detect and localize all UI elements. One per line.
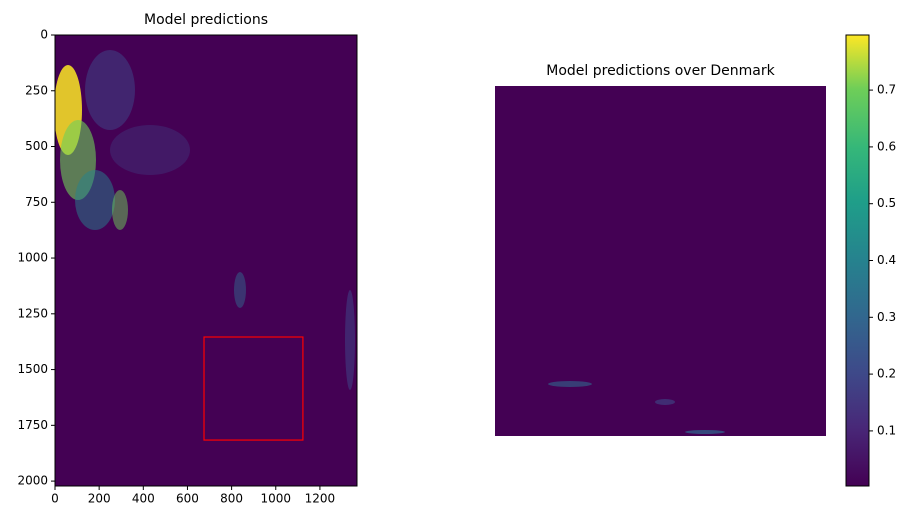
x-tick-label: 800 <box>220 492 243 506</box>
x-tick-label: 600 <box>176 492 199 506</box>
colorbar-tick-label: 0.3 <box>877 310 896 324</box>
y-tick-label: 500 <box>25 139 48 153</box>
y-tick-label: 750 <box>25 195 48 209</box>
x-tick-label: 1200 <box>305 492 336 506</box>
y-tick-label: 2000 <box>17 474 48 488</box>
colorbar-tick-label: 0.4 <box>877 253 896 267</box>
x-tick-label: 0 <box>51 492 59 506</box>
colorbar-tick-label: 0.5 <box>877 196 896 210</box>
y-tick-label: 1500 <box>17 362 48 376</box>
colorbar-tick-label: 0.7 <box>877 83 896 97</box>
colorbar <box>846 35 869 486</box>
colorbar-tick-label: 0.2 <box>877 367 896 381</box>
colorbar-tick-label: 0.6 <box>877 139 896 153</box>
colorbar-tick-label: 0.1 <box>877 423 896 437</box>
y-tick-label: 1000 <box>17 251 48 265</box>
figure: Model predictions02004006008001000120002… <box>0 0 904 514</box>
chart-title: Model predictions <box>144 12 268 28</box>
x-tick-label: 200 <box>88 492 111 506</box>
denmark-image <box>495 86 826 436</box>
y-tick-label: 1250 <box>17 306 48 320</box>
chart-title: Model predictions over Denmark <box>546 63 775 79</box>
x-tick-label: 1000 <box>260 492 291 506</box>
y-tick-label: 250 <box>25 83 48 97</box>
y-tick-label: 1750 <box>17 418 48 432</box>
y-tick-label: 0 <box>40 28 48 42</box>
x-tick-label: 400 <box>132 492 155 506</box>
